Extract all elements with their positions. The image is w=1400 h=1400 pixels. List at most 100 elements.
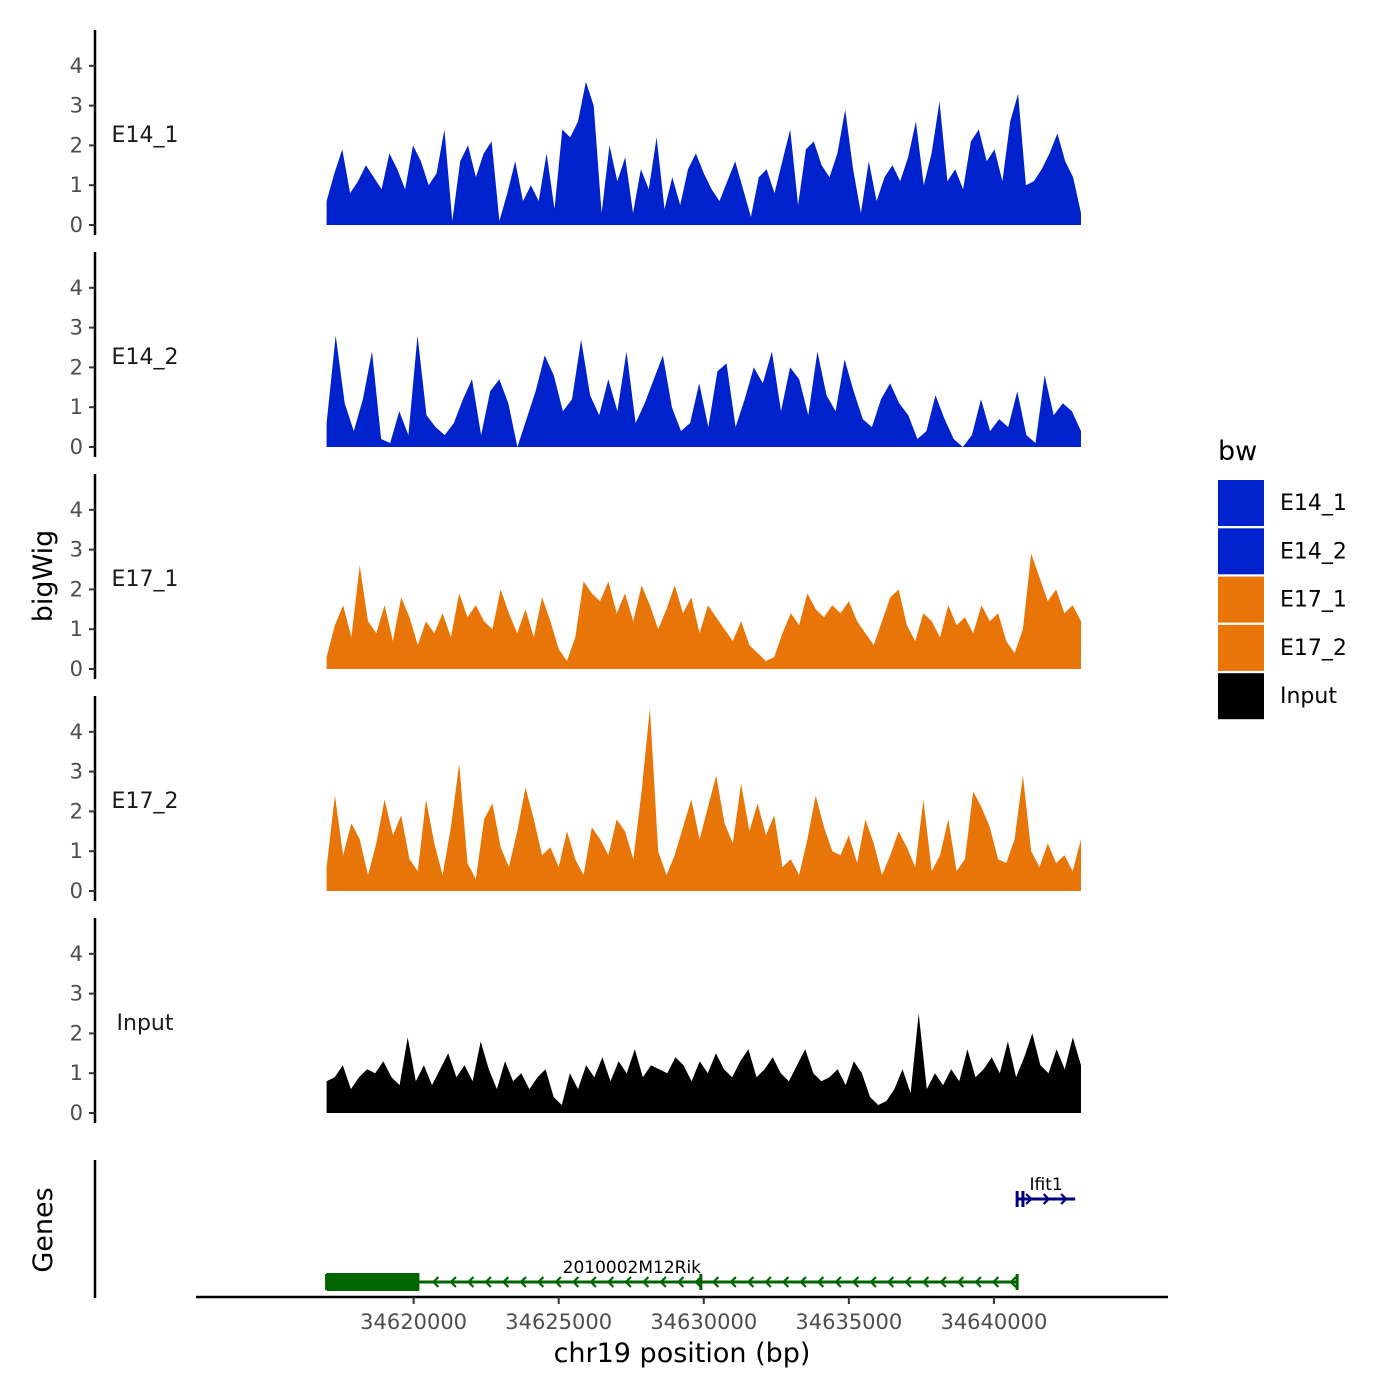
x-axis: 34620000 34625000 34630000 34635000 34640000 <box>196 1295 1168 1334</box>
legend-swatch <box>1218 528 1264 575</box>
strand-arrow <box>834 1276 842 1288</box>
gene-thick-exon <box>326 1273 420 1291</box>
y-axis-title: bigWig <box>28 530 59 623</box>
y-tick-label: 0 <box>70 435 83 459</box>
x-tick-label: 34620000 <box>360 1310 467 1334</box>
strand-arrow <box>606 1276 615 1288</box>
signal-tracks: 0 1 2 3 4 E14_1 0 1 2 3 4 E14_2 0 1 2 3 4 E17_1 0 1 2 3 4 E17_2… <box>70 30 1082 1125</box>
legend-title: bw <box>1218 436 1257 467</box>
signal-area-input <box>326 1013 1082 1113</box>
strand-arrow <box>711 1276 720 1288</box>
y-tick-label: 1 <box>70 173 83 197</box>
strand-arrow <box>991 1276 1000 1288</box>
strand-arrow <box>904 1276 912 1288</box>
y-tick-label: 2 <box>70 577 83 601</box>
signal-area-e14-1 <box>326 81 1082 225</box>
strand-arrow <box>1042 1193 1051 1205</box>
gene-ifit1: Ifit1 <box>1015 1175 1076 1207</box>
strand-arrow <box>851 1276 860 1288</box>
strand-arrow <box>501 1276 510 1288</box>
legend: bw E14_1 E14_2 E17_1 E17_2 Input <box>1218 436 1347 720</box>
y-tick-label: 3 <box>70 982 83 1006</box>
strand-arrow <box>466 1276 475 1288</box>
y-tick-label: 3 <box>70 760 83 784</box>
y-tick-label: 0 <box>70 1101 83 1125</box>
signal-area-e17-1 <box>326 553 1082 669</box>
strand-arrow <box>554 1276 562 1288</box>
track-label: Input <box>117 1011 174 1036</box>
strand-arrow <box>746 1276 755 1288</box>
strand-arrow <box>729 1276 737 1288</box>
y-tick-label: 1 <box>70 395 83 419</box>
y-tick-label: 1 <box>70 1061 83 1085</box>
y-tick-label: 0 <box>70 657 83 681</box>
x-tick-label: 34640000 <box>940 1310 1047 1334</box>
strand-arrow <box>519 1276 527 1288</box>
legend-swatch <box>1218 576 1264 623</box>
y-tick-label: 2 <box>70 1021 83 1045</box>
track-input: 0 1 2 3 4 Input <box>70 918 1082 1125</box>
strand-arrow <box>589 1276 597 1288</box>
legend-label: E14_1 <box>1280 491 1347 516</box>
gene-2010002m12rik: 2010002M12Rik <box>325 1258 1019 1291</box>
y-tick-label: 2 <box>70 355 83 379</box>
signal-area-e14-2 <box>326 335 1082 447</box>
track-e17-1: 0 1 2 3 4 E17_1 <box>70 474 1082 681</box>
strand-arrow <box>624 1276 632 1288</box>
legend-label: E17_2 <box>1280 636 1347 661</box>
strand-arrow <box>974 1276 982 1288</box>
strand-arrow <box>659 1276 667 1288</box>
strand-arrow <box>1025 1193 1033 1205</box>
track-label: E14_1 <box>112 123 179 148</box>
track-e17-2: 0 1 2 3 4 E17_2 <box>70 696 1082 903</box>
genes-axis-title: Genes <box>28 1187 59 1272</box>
strand-arrow <box>764 1276 772 1288</box>
signal-area-e17-2 <box>326 707 1082 891</box>
strand-arrow <box>1060 1193 1068 1205</box>
y-tick-label: 4 <box>70 54 83 78</box>
strand-arrow <box>921 1276 930 1288</box>
y-tick-label: 2 <box>70 133 83 157</box>
strand-arrow <box>939 1276 947 1288</box>
legend-swatch <box>1218 673 1264 720</box>
strand-arrow <box>641 1276 650 1288</box>
legend-swatch <box>1218 624 1264 671</box>
legend-label: E14_2 <box>1280 539 1347 564</box>
strand-arrow <box>484 1276 492 1288</box>
x-tick-label: 34635000 <box>795 1310 902 1334</box>
strand-arrow <box>781 1276 790 1288</box>
y-tick-label: 3 <box>70 94 83 118</box>
y-tick-label: 3 <box>70 316 83 340</box>
y-tick-label: 4 <box>70 720 83 744</box>
strand-arrow <box>886 1276 895 1288</box>
legend-label: E17_1 <box>1280 588 1347 613</box>
y-tick-label: 1 <box>70 839 83 863</box>
y-tick-label: 2 <box>70 799 83 823</box>
y-tick-label: 1 <box>70 617 83 641</box>
track-e14-2: 0 1 2 3 4 E14_2 <box>70 252 1082 459</box>
strand-arrow <box>869 1276 877 1288</box>
x-tick-label: 34630000 <box>650 1310 757 1334</box>
strand-arrow <box>536 1276 545 1288</box>
x-tick-label: 34625000 <box>505 1310 612 1334</box>
gene-label: 2010002M12Rik <box>563 1258 702 1278</box>
strand-arrow <box>449 1276 457 1288</box>
track-e14-1: 0 1 2 3 4 E14_1 <box>70 30 1082 237</box>
strand-arrow <box>1009 1276 1017 1288</box>
y-tick-label: 4 <box>70 498 83 522</box>
strand-arrow <box>431 1276 440 1288</box>
gene-track: 2010002M12Rik Ifit1 <box>93 1160 1076 1298</box>
strand-arrow <box>676 1276 685 1288</box>
legend-label: Input <box>1280 684 1337 709</box>
strand-arrow <box>694 1276 702 1288</box>
y-tick-label: 4 <box>70 942 83 966</box>
y-tick-label: 0 <box>70 213 83 237</box>
track-label: E17_1 <box>112 567 179 592</box>
strand-arrow <box>799 1276 807 1288</box>
x-axis-title: chr19 position (bp) <box>554 1338 811 1369</box>
y-tick-label: 0 <box>70 879 83 903</box>
strand-arrow <box>956 1276 965 1288</box>
track-label: E14_2 <box>112 345 179 370</box>
track-label: E17_2 <box>112 789 179 814</box>
